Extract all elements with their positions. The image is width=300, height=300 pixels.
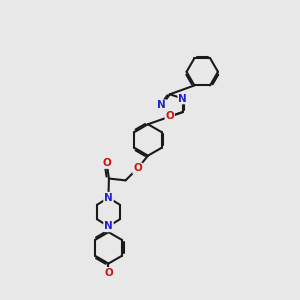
Text: O: O bbox=[104, 268, 113, 278]
Text: O: O bbox=[165, 111, 174, 121]
Text: O: O bbox=[103, 158, 112, 168]
Text: O: O bbox=[133, 164, 142, 173]
Text: N: N bbox=[178, 94, 187, 103]
Text: N: N bbox=[104, 221, 113, 231]
Text: N: N bbox=[104, 193, 113, 203]
Text: N: N bbox=[158, 100, 166, 110]
